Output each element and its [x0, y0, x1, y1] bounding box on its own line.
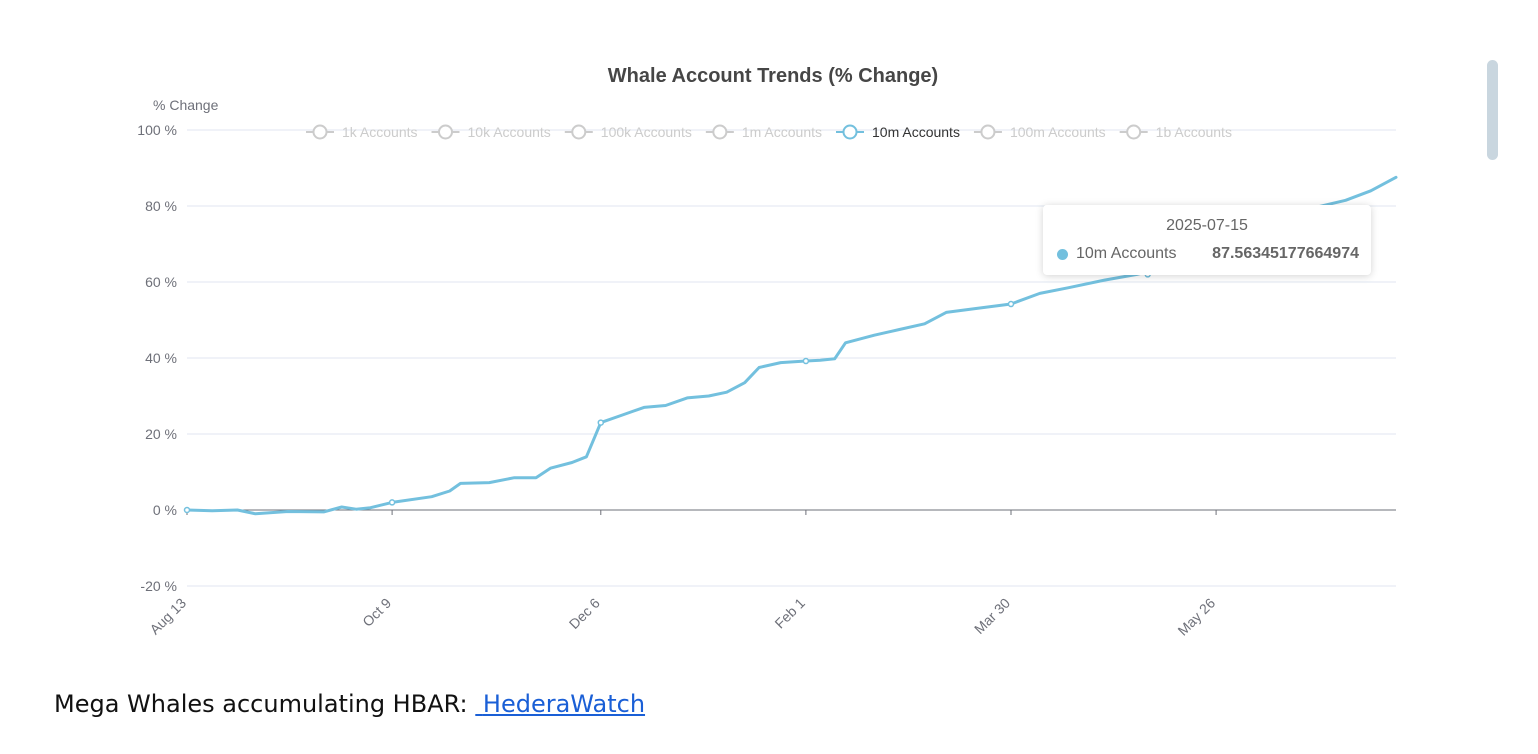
series-layer [183, 175, 1398, 516]
data-point [1007, 300, 1015, 308]
legend-marker [980, 124, 996, 140]
legend-label: 1m Accounts [742, 124, 822, 140]
y-tick-label: -20 % [140, 578, 177, 594]
chart-tooltip: 2025-07-15 10m Accounts 87.5634517766497… [1043, 205, 1371, 275]
data-point [388, 499, 396, 506]
tooltip-series-name: 10m Accounts [1076, 245, 1177, 262]
legend-item-1k-accounts[interactable]: 1k Accounts [306, 124, 418, 140]
legend-marker [571, 124, 587, 140]
y-axis-ticks: -20 % 0 % 20 % 40 % 60 % 80 % 100 % [137, 122, 177, 594]
y-tick-label: 0 % [153, 502, 177, 518]
legend-label: 1b Accounts [1156, 124, 1232, 140]
series-line-10m-accounts [185, 175, 1398, 516]
legend-marker [312, 124, 328, 140]
y-tick-label: 60 % [145, 274, 177, 290]
tooltip-series-dot [1057, 249, 1068, 260]
legend-label: 10m Accounts [872, 124, 960, 140]
legend-label: 10k Accounts [468, 124, 551, 140]
whale-trends-chart: Whale Account Trends (% Change) % Change… [137, 65, 1398, 639]
y-axis-label: % Change [153, 97, 219, 113]
hederawatch-link[interactable]: HederaWatch [475, 690, 645, 718]
tooltip-date: 2025-07-15 [1166, 217, 1248, 234]
legend-item-1m-accounts[interactable]: 1m Accounts [705, 124, 822, 140]
caption: Mega Whales accumulating HBAR: HederaWat… [54, 690, 645, 718]
data-point [802, 357, 810, 365]
legend-item-10k-accounts[interactable]: 10k Accounts [431, 124, 551, 140]
x-tick-label: Mar 30 [971, 595, 1013, 637]
y-tick-label: 100 % [137, 122, 177, 138]
legend-marker [712, 124, 728, 140]
legend-label: 1k Accounts [342, 124, 418, 140]
tooltip-value: 87.56345177664974 [1212, 245, 1359, 262]
y-tick-label: 40 % [145, 350, 177, 366]
x-tick-label: May 26 [1174, 595, 1218, 639]
legend-item-1b-accounts[interactable]: 1b Accounts [1119, 124, 1232, 140]
x-axis-ticks: Aug 13 Oct 9 Dec 6 Feb 1 Mar 30 May 26 [146, 510, 1218, 639]
y-tick-label: 20 % [145, 426, 177, 442]
x-tick-label: Feb 1 [771, 595, 808, 632]
legend-marker [842, 124, 858, 140]
x-tick-label: Aug 13 [146, 595, 189, 638]
data-point [183, 506, 191, 514]
legend-label: 100k Accounts [601, 124, 692, 140]
y-tick-label: 80 % [145, 198, 177, 214]
x-tick-label: Dec 6 [566, 595, 603, 632]
chart-title: Whale Account Trends (% Change) [608, 65, 938, 87]
legend: 1k Accounts 10k Accounts 100k Accounts 1m A… [306, 124, 1232, 140]
hederawatch-link-text: HederaWatch [482, 690, 646, 718]
legend-label: 100m Accounts [1010, 124, 1106, 140]
grid-lines [187, 129, 1396, 587]
legend-marker [438, 124, 453, 140]
scrollbar-thumb[interactable] [1487, 60, 1498, 160]
legend-marker [1126, 124, 1142, 140]
data-point [597, 419, 605, 426]
legend-item-100m-accounts[interactable]: 100m Accounts [973, 124, 1106, 140]
x-tick-label: Oct 9 [359, 595, 394, 630]
caption-text: Mega Whales accumulating HBAR: [54, 690, 468, 718]
legend-item-100k-accounts[interactable]: 100k Accounts [564, 124, 692, 140]
legend-item-10m-accounts[interactable]: 10m Accounts [836, 124, 960, 140]
